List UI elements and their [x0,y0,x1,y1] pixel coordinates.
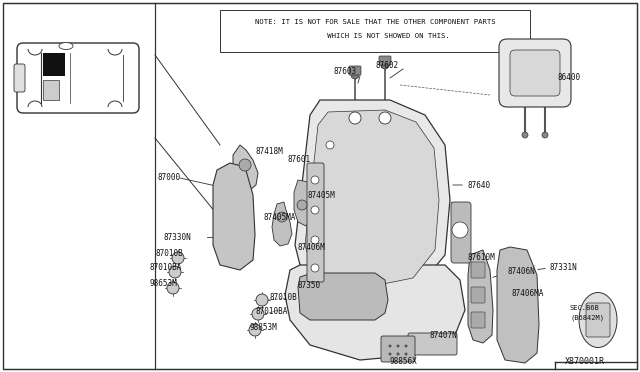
Circle shape [397,353,399,356]
Circle shape [351,71,359,79]
Ellipse shape [59,42,73,49]
Text: 98853M: 98853M [250,323,278,331]
FancyBboxPatch shape [307,163,324,282]
FancyBboxPatch shape [3,3,637,369]
Circle shape [311,176,319,184]
Polygon shape [298,273,388,320]
FancyBboxPatch shape [510,50,560,96]
Polygon shape [272,202,292,246]
Text: 87406M: 87406M [298,244,326,253]
FancyBboxPatch shape [17,43,139,113]
Text: WHICH IS NOT SHOWED ON THIS.: WHICH IS NOT SHOWED ON THIS. [301,33,449,39]
Text: (B6842M): (B6842M) [570,315,604,321]
Polygon shape [305,110,439,287]
Circle shape [311,206,319,214]
Text: 87010BA: 87010BA [150,263,182,273]
Text: 86400: 86400 [557,74,580,83]
FancyBboxPatch shape [349,66,361,75]
Circle shape [167,282,179,294]
Circle shape [249,324,261,336]
Bar [43,53,65,76]
Circle shape [311,264,319,272]
Text: 87010B: 87010B [155,248,183,257]
Circle shape [311,236,319,244]
Text: NOTE: IT IS NOT FOR SALE THAT THE OTHER COMPONENT PARTS: NOTE: IT IS NOT FOR SALE THAT THE OTHER … [255,19,495,25]
Circle shape [381,61,389,69]
Circle shape [169,266,181,278]
Circle shape [297,200,307,210]
Polygon shape [294,180,312,226]
Text: 87405M: 87405M [307,190,335,199]
Circle shape [404,344,408,347]
FancyBboxPatch shape [451,202,471,263]
Text: 87418M: 87418M [255,148,283,157]
Circle shape [239,159,251,171]
Text: 87331N: 87331N [550,263,578,272]
Circle shape [252,308,264,320]
Text: 87601: 87601 [288,155,311,164]
Circle shape [542,132,548,138]
Polygon shape [497,247,539,363]
Circle shape [388,353,392,356]
Bar [43,80,59,100]
Polygon shape [285,265,465,360]
Text: 87640: 87640 [467,180,490,189]
Circle shape [172,252,184,264]
FancyBboxPatch shape [408,333,457,355]
Circle shape [326,141,334,149]
Circle shape [256,294,268,306]
Circle shape [404,353,408,356]
Circle shape [522,132,528,138]
FancyBboxPatch shape [471,312,485,328]
Text: 87603: 87603 [333,67,356,77]
Circle shape [349,112,361,124]
Text: 87010B: 87010B [270,292,298,301]
Text: 87406N: 87406N [507,267,535,276]
FancyBboxPatch shape [220,10,530,52]
FancyBboxPatch shape [471,262,485,278]
Text: 87407N: 87407N [430,330,458,340]
FancyBboxPatch shape [586,303,610,337]
Polygon shape [295,100,450,295]
FancyBboxPatch shape [381,336,415,362]
Circle shape [397,344,399,347]
Text: 87010BA: 87010BA [255,307,287,315]
FancyBboxPatch shape [471,287,485,303]
Polygon shape [233,145,258,190]
Text: 87602: 87602 [375,61,398,70]
Text: 87350: 87350 [298,280,321,289]
Text: 98856X: 98856X [390,357,418,366]
Text: 87610M: 87610M [468,253,496,263]
Text: 87405MA: 87405MA [263,214,296,222]
Text: 87406MA: 87406MA [512,289,545,298]
Text: 98653M: 98653M [150,279,178,289]
Circle shape [277,212,287,222]
Circle shape [388,344,392,347]
Text: X870001R: X870001R [565,357,605,366]
Polygon shape [468,250,493,343]
Text: 87330N: 87330N [163,232,191,241]
Polygon shape [213,163,255,270]
Ellipse shape [579,292,617,347]
FancyBboxPatch shape [379,56,391,65]
FancyBboxPatch shape [14,64,25,92]
Circle shape [379,112,391,124]
FancyBboxPatch shape [499,39,571,107]
Circle shape [452,222,468,238]
Text: SEC.B6B: SEC.B6B [570,305,600,311]
Text: 87000: 87000 [157,173,180,183]
